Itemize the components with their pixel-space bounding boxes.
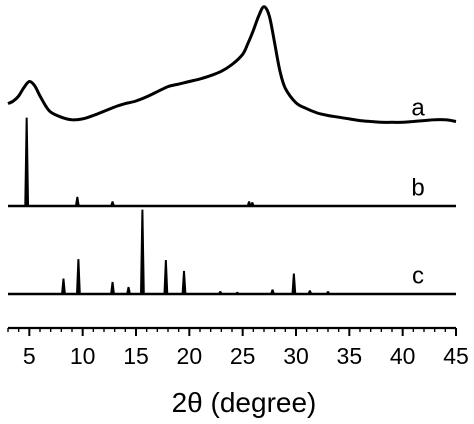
series-b-label: b <box>411 175 424 202</box>
series-c-peak <box>75 259 81 295</box>
series-a-label: a <box>411 95 425 122</box>
series-c-peak <box>139 209 145 295</box>
series-c-peak <box>291 273 297 295</box>
x-tick-label: 45 <box>443 343 469 369</box>
x-tick-label: 30 <box>283 343 309 369</box>
series-c-peak <box>217 291 223 295</box>
x-tick-label: 40 <box>390 343 416 369</box>
series-a-line <box>7 5 457 124</box>
x-axis-ticks: 5 10 15 20 25 30 35 40 45 <box>7 328 469 369</box>
x-tick-label: 10 <box>70 343 96 369</box>
x-tick-label: 25 <box>230 343 256 369</box>
series-a: a <box>7 5 457 124</box>
series-b-peak <box>246 201 252 207</box>
x-axis: 5 10 15 20 25 30 35 40 45 <box>7 326 469 369</box>
series-c-peak <box>181 270 187 295</box>
series-c: c <box>8 209 456 296</box>
series-c-peak <box>126 286 132 295</box>
series-c-peak <box>269 289 276 295</box>
x-tick-label: 35 <box>337 343 363 369</box>
x-tick-label: 5 <box>23 343 36 369</box>
series-b-peak <box>74 196 80 207</box>
series-c-peak <box>61 278 66 295</box>
series-b: b <box>8 117 456 208</box>
curves-group: a b c <box>7 5 457 296</box>
series-c-peak <box>307 290 313 295</box>
x-tick-label: 20 <box>177 343 203 369</box>
x-tick-label: 15 <box>123 343 149 369</box>
series-c-peak <box>163 259 169 295</box>
series-b-peak <box>24 117 30 207</box>
series-b-peak <box>109 201 116 207</box>
series-c-peak <box>325 291 331 295</box>
series-c-peak <box>110 281 115 295</box>
series-b-peak <box>249 202 255 207</box>
x-axis-title: 2θ (degree) <box>172 387 317 418</box>
series-c-label: c <box>412 263 424 290</box>
series-c-peak <box>234 291 241 295</box>
